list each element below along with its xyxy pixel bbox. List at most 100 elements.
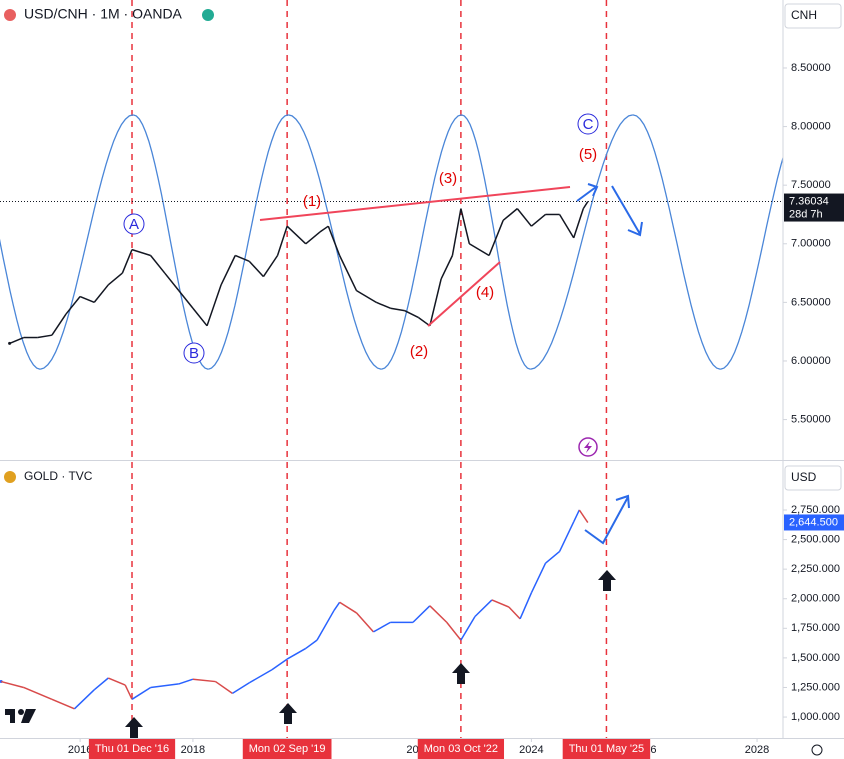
price-segment bbox=[440, 255, 454, 280]
price-segment bbox=[93, 677, 109, 691]
event-badge-bg bbox=[562, 739, 651, 759]
wave-label: B bbox=[189, 345, 199, 362]
arrow bbox=[584, 496, 629, 545]
price-segment bbox=[108, 677, 126, 686]
wave-label: (3) bbox=[439, 170, 457, 187]
price-segment bbox=[234, 254, 250, 263]
price-segment bbox=[65, 296, 81, 315]
event-badge-bg bbox=[417, 739, 505, 759]
price-segment bbox=[271, 658, 288, 671]
price-segment bbox=[530, 562, 547, 594]
price-segment bbox=[572, 208, 585, 239]
arrow-head bbox=[627, 221, 643, 237]
price-segment bbox=[488, 220, 504, 256]
y-tick-label: 1,250.000 bbox=[791, 681, 840, 693]
price-segment bbox=[573, 509, 581, 523]
wave-circle bbox=[577, 113, 599, 135]
cycle-curve bbox=[207, 114, 289, 370]
event-badge: Thu 01 Dec '16 bbox=[88, 739, 176, 759]
currency-label: CNH bbox=[791, 8, 817, 22]
cycle-curve bbox=[39, 114, 134, 370]
currency-button[interactable] bbox=[784, 3, 842, 29]
wave-label: (4) bbox=[476, 284, 494, 301]
cycle-curve bbox=[720, 155, 783, 370]
last-price-label: 7.36034 bbox=[789, 195, 829, 207]
last-price-box bbox=[784, 514, 844, 531]
price-segment bbox=[316, 610, 335, 641]
settings-icon[interactable] bbox=[811, 744, 823, 756]
tradingview-logo bbox=[5, 709, 36, 723]
price-segment bbox=[131, 248, 151, 257]
wave-label: A bbox=[129, 216, 139, 233]
y-tick-label: 1,000.000 bbox=[791, 711, 840, 723]
y-tick-label: 8.50000 bbox=[791, 62, 831, 74]
event-badge: Mon 03 Oct '22 bbox=[417, 739, 505, 759]
price-segment bbox=[51, 313, 67, 336]
last-price-box bbox=[784, 193, 844, 222]
price-segment bbox=[339, 601, 357, 614]
price-segment bbox=[558, 521, 575, 552]
price-segment bbox=[107, 272, 123, 286]
price-segment bbox=[356, 290, 377, 304]
cycle-curve bbox=[381, 114, 462, 370]
y-tick-label: 8.00000 bbox=[791, 120, 831, 132]
y-tick-label: 6.50000 bbox=[791, 296, 831, 308]
price-segment bbox=[338, 255, 358, 291]
price-segment bbox=[508, 606, 521, 620]
price-segment bbox=[333, 601, 341, 611]
annotations: A B C (1) (2) (3) (4) (5) bbox=[5, 113, 643, 738]
event-label: Thu 01 Dec '16 bbox=[95, 743, 169, 755]
price-segment bbox=[460, 616, 476, 641]
wave-label: (1) bbox=[303, 193, 321, 210]
price-segment bbox=[150, 255, 166, 274]
price-segment bbox=[429, 278, 442, 326]
market-status bbox=[202, 9, 214, 21]
wave-circle bbox=[123, 213, 145, 235]
price-segment bbox=[286, 647, 307, 660]
price-segment bbox=[286, 225, 307, 245]
price-segment bbox=[51, 698, 75, 710]
alert-bolt bbox=[584, 441, 592, 453]
symbol-icon bbox=[4, 471, 16, 483]
y-tick-label: 1,750.000 bbox=[791, 622, 840, 634]
wave-circle bbox=[183, 342, 205, 364]
symbol-title: GOLD · TVC bbox=[24, 469, 93, 483]
event-arrows bbox=[125, 570, 616, 738]
cycle-curve bbox=[632, 114, 721, 370]
price-segment bbox=[530, 213, 546, 227]
x-tick-label: 2028 bbox=[745, 744, 769, 756]
symbol-title: USD/CNH · 1M · OANDA bbox=[24, 6, 183, 22]
x-tick-label: 2024 bbox=[519, 744, 543, 756]
price-segment bbox=[491, 599, 510, 608]
event-badge-bg bbox=[88, 739, 176, 759]
price-segment bbox=[460, 208, 471, 244]
wave-label: (5) bbox=[579, 146, 597, 163]
price-segment bbox=[37, 334, 53, 339]
price-segment bbox=[164, 272, 180, 292]
price-segment bbox=[446, 621, 462, 641]
y-tick-label: 7.00000 bbox=[791, 238, 831, 250]
price-segment bbox=[429, 605, 448, 623]
price-segment bbox=[578, 509, 589, 523]
price-segment bbox=[390, 307, 405, 312]
price-segment bbox=[124, 684, 133, 700]
y-tick-label: 2,250.000 bbox=[791, 563, 840, 575]
price-segment bbox=[23, 686, 53, 700]
price-segment bbox=[178, 290, 194, 309]
countdown-label: 28d 7h bbox=[789, 208, 823, 220]
price-segment bbox=[248, 260, 264, 278]
arrow-head bbox=[587, 183, 599, 197]
x-tick-label: 2016 bbox=[68, 744, 92, 756]
y-tick-label: 5.50000 bbox=[791, 413, 831, 425]
y-tick-label: 2,500.000 bbox=[791, 533, 840, 545]
currency-button[interactable] bbox=[784, 465, 842, 491]
price-segment bbox=[220, 255, 236, 286]
price-segment bbox=[327, 225, 341, 256]
price-segment bbox=[474, 599, 493, 618]
event-badge: Thu 01 May '25 bbox=[562, 739, 651, 759]
price-segment bbox=[319, 225, 329, 233]
event-label: Thu 01 May '25 bbox=[569, 743, 644, 755]
price-segment bbox=[558, 214, 575, 239]
price-segment bbox=[232, 682, 250, 695]
